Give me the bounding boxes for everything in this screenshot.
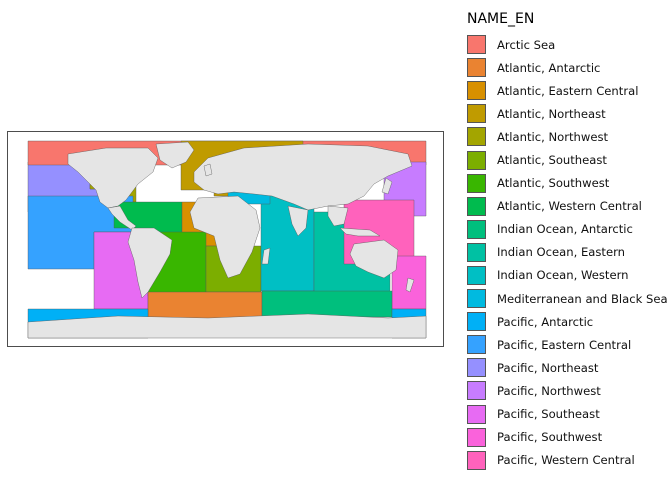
- legend-label: Pacific, Southeast: [497, 407, 600, 422]
- legend-item: Atlantic, Northeast: [467, 102, 667, 125]
- legend-swatch: [467, 242, 486, 262]
- legend-swatch: [467, 358, 486, 378]
- legend-label: Indian Ocean, Eastern: [497, 245, 626, 260]
- legend-title: NAME_EN: [467, 11, 535, 27]
- legend-label: Pacific, Antarctic: [497, 314, 594, 329]
- legend-label: Pacific, Southwest: [497, 430, 603, 445]
- legend-swatch: [467, 150, 486, 170]
- land-mass: [327, 205, 349, 227]
- legend-swatch: [467, 58, 486, 78]
- legend-label: Arctic Sea: [497, 37, 556, 52]
- legend-item: Atlantic, Eastern Central: [467, 79, 667, 102]
- legend-label: Mediterranean and Black Sea: [497, 291, 668, 306]
- legend-item: Pacific, Northeast: [467, 356, 667, 379]
- legend-item: Pacific, Southwest: [467, 426, 667, 449]
- land-mass: [381, 177, 393, 195]
- legend-item: Indian Ocean, Antarctic: [467, 218, 667, 241]
- legend-label: Atlantic, Northwest: [497, 129, 609, 144]
- land-mass: [261, 247, 271, 265]
- legend-label: Indian Ocean, Antarctic: [497, 222, 633, 237]
- legend-items: Arctic Sea Atlantic, Antarctic Atlantic, E…: [467, 33, 668, 472]
- legend-item: Atlantic, Antarctic: [467, 56, 667, 79]
- legend-swatch: [467, 289, 486, 309]
- legend-label: Pacific, Northeast: [497, 360, 599, 375]
- world-map: [27, 140, 427, 339]
- land-mass: [405, 277, 415, 293]
- legend-swatch: [467, 127, 486, 147]
- land-mass: [287, 205, 309, 237]
- legend-swatch: [467, 35, 486, 55]
- land-mass: [67, 147, 159, 209]
- map-panel: [7, 131, 444, 347]
- legend-item: Pacific, Northwest: [467, 379, 667, 402]
- legend-item: Indian Ocean, Western: [467, 264, 667, 287]
- legend-label: Atlantic, Western Central: [497, 199, 642, 214]
- legend-swatch: [467, 173, 486, 193]
- legend-item: Indian Ocean, Eastern: [467, 241, 667, 264]
- legend-item: Atlantic, Western Central: [467, 195, 667, 218]
- legend-swatch: [467, 427, 486, 447]
- legend-item: Atlantic, Northwest: [467, 125, 667, 148]
- legend-item: Mediterranean and Black Sea: [467, 287, 668, 310]
- legend-swatch: [467, 450, 486, 470]
- legend-swatch: [467, 335, 486, 355]
- fishing-area: [261, 290, 393, 318]
- land-mass: [339, 227, 381, 237]
- legend: NAME_EN Arctic Sea Atlantic, Antarctic Atl…: [467, 8, 668, 472]
- legend-item: Atlantic, Southeast: [467, 148, 667, 171]
- legend-swatch: [467, 196, 486, 216]
- land-mass: [127, 227, 173, 299]
- legend-item: Pacific, Eastern Central: [467, 333, 667, 356]
- land-mass: [189, 195, 261, 279]
- legend-swatch: [467, 312, 486, 332]
- legend-swatch: [467, 404, 486, 424]
- land-mass: [27, 313, 427, 339]
- legend-item: Arctic Sea: [467, 33, 667, 56]
- legend-label: Pacific, Eastern Central: [497, 337, 632, 352]
- legend-label: Atlantic, Southwest: [497, 176, 610, 191]
- legend-label: Atlantic, Northeast: [497, 106, 606, 121]
- legend-swatch: [467, 381, 486, 401]
- land-mass: [203, 163, 213, 177]
- legend-item: Atlantic, Southwest: [467, 172, 667, 195]
- legend-item: Pacific, Southeast: [467, 403, 667, 426]
- legend-swatch: [467, 104, 486, 124]
- legend-swatch: [467, 265, 486, 285]
- legend-item: Pacific, Antarctic: [467, 310, 667, 333]
- land-mass: [155, 141, 195, 169]
- legend-swatch: [467, 81, 486, 101]
- legend-label: Indian Ocean, Western: [497, 268, 629, 283]
- legend-swatch: [467, 219, 486, 239]
- land-mass: [349, 239, 399, 279]
- legend-label: Atlantic, Antarctic: [497, 60, 601, 75]
- legend-label: Pacific, Western Central: [497, 453, 635, 468]
- land-mass: [193, 143, 413, 211]
- legend-label: Pacific, Northwest: [497, 383, 601, 398]
- legend-item: Pacific, Western Central: [467, 449, 667, 472]
- legend-label: Atlantic, Eastern Central: [497, 83, 639, 98]
- legend-label: Atlantic, Southeast: [497, 153, 607, 168]
